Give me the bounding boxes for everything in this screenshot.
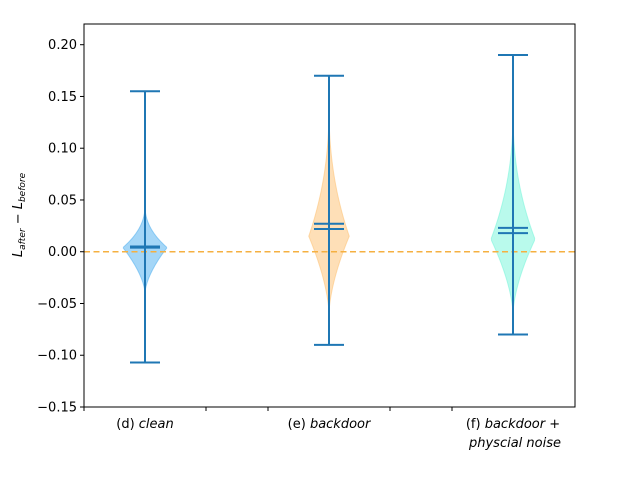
y-tick-label: 0.15 bbox=[48, 90, 77, 105]
x-category-label-2: (f) backdoor + bbox=[466, 417, 560, 432]
y-tick-label: −0.10 bbox=[37, 349, 77, 364]
y-tick-label: 0.10 bbox=[48, 142, 77, 157]
y-tick-label: 0.00 bbox=[48, 245, 77, 260]
x-category-label-line2-2: physcial noise bbox=[468, 436, 561, 451]
statistics-layer bbox=[130, 54, 528, 364]
y-tick-label: 0.05 bbox=[48, 193, 77, 208]
x-category-label-1: (e) backdoor bbox=[288, 417, 372, 432]
y-tick-label: −0.15 bbox=[37, 401, 77, 416]
y-tick-label: −0.05 bbox=[37, 297, 77, 312]
plot-frame bbox=[83, 23, 576, 408]
y-axis-label: Lafter − Lbefore bbox=[11, 172, 28, 257]
y-tick-label: 0.20 bbox=[48, 38, 77, 53]
x-category-label-0: (d) clean bbox=[116, 417, 174, 432]
y-axis: −0.15 −0.10 −0.05 0.00 0.05 0.10 0.15 0.20 bbox=[37, 38, 84, 416]
x-axis: (d) clean (e) backdoor (f) backdoor + physc… bbox=[83, 407, 561, 451]
